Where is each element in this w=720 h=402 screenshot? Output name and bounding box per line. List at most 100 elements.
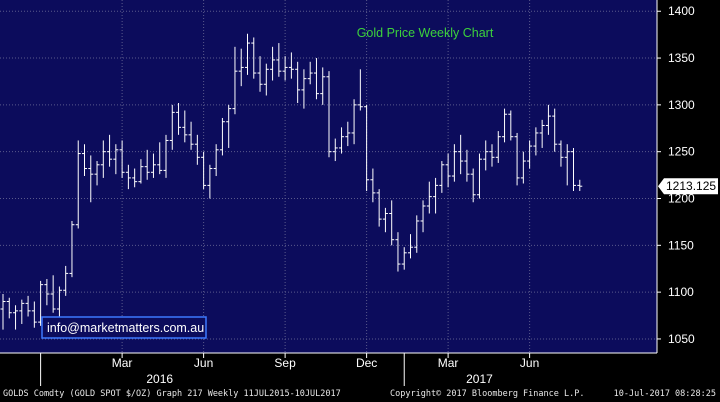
last-price-tag-shape: [658, 178, 718, 195]
ohlc-bar: [288, 52, 294, 79]
ohlc-bar: [201, 151, 207, 190]
ohlc-bar: [176, 102, 182, 135]
ohlc-bar: [213, 144, 219, 177]
ohlc-bar: [533, 127, 539, 156]
ohlc-bar: [307, 61, 313, 85]
ohlc-bar: [476, 153, 482, 199]
ohlc-bar: [426, 181, 432, 214]
ohlc-bar: [6, 297, 12, 319]
ohlc-bar: [38, 280, 44, 326]
ohlc-bar: [364, 104, 370, 192]
ohlc-bar: [520, 151, 526, 184]
ohlc-bar: [339, 127, 345, 154]
ohlc-bar: [132, 168, 138, 188]
ohlc-bar: [502, 108, 508, 143]
ohlc-bar: [13, 305, 19, 330]
ohlc-bar: [125, 164, 131, 190]
ohlc-bar: [50, 275, 56, 313]
chart-title: Gold Price Weekly Chart: [357, 26, 494, 40]
ohlc-bar: [508, 110, 514, 141]
ohlc-bar: [558, 140, 564, 167]
ohlc-bar: [157, 142, 163, 175]
ohlc-bar: [119, 140, 125, 178]
ohlc-bar: [263, 63, 269, 96]
ohlc-bar: [232, 46, 238, 115]
ohlc-bar: [332, 138, 338, 162]
ohlc-bar: [276, 43, 282, 77]
ohlc-bar: [301, 69, 307, 109]
y-tick-label: 1250: [668, 145, 695, 159]
ohlc-bar: [226, 104, 232, 148]
ohlc-bar: [489, 144, 495, 167]
watermark-text: info@marketmatters.com.au: [47, 321, 204, 335]
x-tick-label: Sep: [274, 356, 296, 370]
ohlc-bar: [100, 140, 106, 178]
ohlc-bar: [433, 177, 439, 214]
x-tick-label: Dec: [356, 356, 377, 370]
ohlc-bars: [0, 33, 583, 330]
ohlc-bar: [88, 155, 94, 203]
ohlc-bar: [94, 161, 100, 186]
ohlc-bar: [238, 48, 244, 87]
y-tick-label: 1400: [668, 4, 695, 18]
ohlc-bar: [389, 200, 395, 246]
y-tick-label: 1200: [668, 192, 695, 206]
ohlc-bar: [464, 149, 470, 182]
ohlc-bar: [63, 265, 69, 296]
ohlc-bar: [420, 200, 426, 233]
ohlc-bar: [458, 134, 464, 175]
ohlc-bar: [470, 168, 476, 203]
ohlc-bar: [382, 207, 388, 233]
footer-bar: GOLDS Comdty (GOLD SPOT $/OZ) Graph 217 …: [0, 386, 720, 402]
ohlc-bar: [113, 144, 119, 175]
gridlines: [0, 0, 657, 353]
ohlc-bar: [395, 232, 401, 272]
y-tick-label: 1150: [668, 238, 694, 252]
ohlc-bar: [282, 56, 288, 81]
ohlc-bar: [351, 99, 357, 145]
ohlc-bar: [169, 104, 175, 150]
ohlc-bar: [514, 132, 520, 186]
last-price-label: 1213.125: [666, 179, 716, 193]
ohlc-bar: [439, 161, 445, 193]
y-tick-label: 1100: [668, 285, 694, 299]
ohlc-bar: [370, 168, 376, 203]
x-tick-label: Jun: [194, 356, 213, 370]
y-tick-label: 1050: [668, 332, 695, 346]
ohlc-bar: [245, 33, 250, 75]
ohlc-bar: [0, 294, 6, 330]
ohlc-bar: [75, 140, 81, 229]
ohlc-bar: [150, 153, 156, 178]
ohlc-bar: [564, 144, 570, 186]
ohlc-bar: [345, 121, 351, 147]
ohlc-bar: [313, 58, 319, 100]
ohlc-bar: [270, 46, 276, 81]
ohlc-bar: [445, 153, 451, 188]
x-tick-label: Mar: [112, 356, 133, 370]
y-tick-label: 1350: [668, 51, 695, 65]
ohlc-bar: [207, 164, 213, 199]
ohlc-bar: [144, 149, 150, 180]
x-axis: Mar Jun Sep Dec Mar Jun 2016 2017: [0, 352, 657, 386]
ohlc-bar: [552, 108, 558, 152]
ohlc-bar: [251, 37, 257, 79]
ohlc-bar: [219, 117, 225, 156]
ohlc-bar: [25, 295, 31, 317]
ohlc-bar: [138, 159, 144, 184]
ohlc-bar: [376, 189, 382, 227]
ohlc-bar: [545, 104, 551, 135]
ohlc-bar: [194, 134, 200, 165]
footer-security-info: GOLDS Comdty (GOLD SPOT $/OZ) Graph 217 …: [3, 389, 341, 399]
x-tick-label: Jun: [520, 356, 539, 370]
x-year-label: 2017: [466, 372, 493, 386]
ohlc-bar: [31, 301, 37, 328]
ohlc-bar: [357, 69, 363, 111]
x-year-label: 2016: [146, 372, 173, 386]
ohlc-bar: [295, 61, 301, 103]
footer-copyright: Copyright© 2017 Bloomberg Finance L.P.: [390, 389, 585, 399]
ohlc-bar: [408, 234, 413, 259]
ohlc-bar: [483, 140, 489, 171]
ohlc-bar: [69, 220, 75, 278]
y-axis: 1050 1100 1150 1200 1250 1300 1350 1400: [656, 0, 695, 353]
ohlc-bar: [495, 131, 501, 163]
